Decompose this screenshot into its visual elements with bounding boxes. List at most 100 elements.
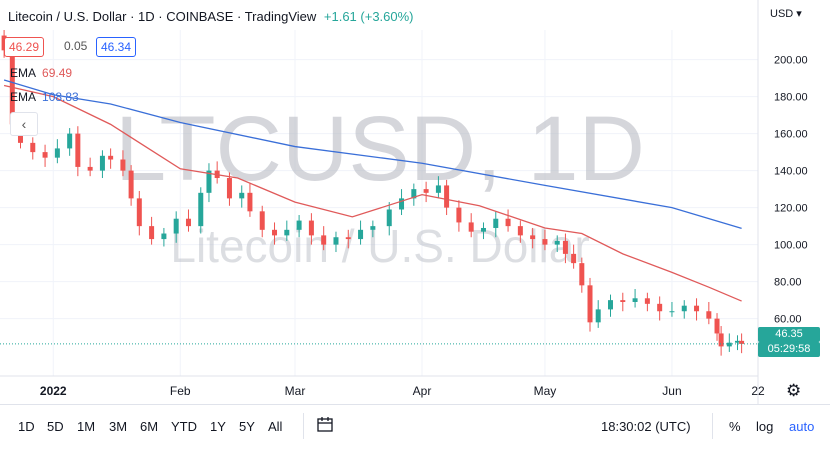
candle-body [587, 285, 593, 323]
candle-body [632, 298, 638, 302]
candle-body [54, 148, 60, 158]
candle-body [239, 192, 245, 199]
candle-body [657, 303, 663, 312]
candle-body [108, 155, 114, 160]
candle-body [284, 229, 290, 236]
x-tick-label: Apr [413, 384, 432, 398]
candle-body [321, 235, 327, 245]
timeframe-all-button[interactable]: All [268, 419, 283, 434]
candle-body [206, 170, 212, 193]
candle-body [128, 170, 134, 199]
candle-body [333, 237, 339, 245]
ask-price-box[interactable]: 46.34 [96, 37, 137, 57]
y-tick-label: 200.00 [774, 55, 808, 67]
last-price-label: 46.35 [758, 327, 820, 342]
candle-body [67, 133, 73, 149]
y-tick-label: 160.00 [774, 129, 808, 141]
clock-time-display[interactable]: 18:30:02 (UTC) [601, 419, 691, 434]
candle-body [308, 220, 314, 236]
x-tick-label: Mar [285, 384, 306, 398]
candle-body [247, 192, 253, 212]
candle-body [694, 305, 700, 312]
candle-body [185, 218, 191, 227]
candle-body [620, 300, 626, 302]
y-tick-label: 140.00 [774, 166, 808, 178]
ema-legend-short[interactable]: EMA 69.49 [10, 66, 72, 80]
candle-body [198, 192, 204, 227]
candle-body [562, 240, 568, 254]
y-tick-label: 60.00 [774, 314, 802, 326]
ema-legend-long[interactable]: EMA 108.83 [10, 90, 79, 104]
ema-short-value: 69.49 [42, 66, 73, 80]
timeframe-1y-button[interactable]: 1Y [210, 419, 226, 434]
timeframe-5y-button[interactable]: 5Y [239, 419, 255, 434]
watermark-symbol: LTCUSD, 1D [115, 98, 645, 200]
price-change: +1.61 (+3.60%) [323, 9, 414, 24]
ema-long-label: EMA [10, 90, 37, 104]
ema-long-value: 108.83 [42, 90, 79, 104]
candle-body [456, 207, 462, 223]
timeframe-3m-button[interactable]: 3M [109, 419, 128, 434]
candle-body [226, 178, 232, 199]
collapse-legend-button[interactable]: ‹ [10, 112, 38, 136]
candle-body [423, 189, 429, 193]
candle-body [468, 222, 474, 232]
ema-short-line [3, 84, 742, 302]
candle-body [714, 318, 720, 334]
candle-body [554, 240, 560, 245]
candle-body [681, 305, 687, 312]
candle-body [149, 226, 155, 240]
candle-body [399, 198, 405, 210]
toolbar-divider [303, 413, 304, 439]
settings-gear-icon[interactable]: ⚙ [786, 381, 802, 400]
currency-menu[interactable]: USD ▾ [770, 7, 802, 20]
candle-body [30, 142, 36, 153]
ema-long-line [3, 79, 742, 229]
candle-body [87, 166, 93, 171]
candle-body [272, 229, 278, 236]
y-tick-label: 180.00 [774, 92, 808, 104]
timeframe-ytd-button[interactable]: YTD [171, 419, 197, 434]
candle-body [579, 263, 585, 286]
candle-body [120, 159, 126, 171]
x-tick-label: May [534, 384, 557, 398]
chevron-down-icon: ▾ [796, 8, 802, 20]
y-tick-label: 80.00 [774, 277, 802, 289]
candle-body [444, 185, 450, 208]
candle-body [345, 237, 351, 240]
bid-price-box[interactable]: 46.29 [4, 37, 45, 57]
spread-value: 0.05 [64, 39, 88, 53]
candle-body [296, 220, 302, 230]
candle-body [571, 253, 577, 264]
candle-body [735, 340, 741, 343]
symbol-title: Litecoin / U.S. Dollar · 1D · COINBASE ·… [8, 9, 317, 24]
y-tick-label: 100.00 [774, 240, 808, 252]
x-tick-label: Feb [170, 384, 191, 398]
auto-scale-button[interactable]: auto [789, 419, 815, 434]
timeframe-5d-button[interactable]: 5D [47, 419, 64, 434]
candle-body [726, 342, 732, 347]
candle-body [42, 152, 48, 158]
toolbar-divider-right [712, 413, 713, 439]
candle-body [493, 218, 499, 228]
candle-body [718, 333, 724, 347]
watermark-name: Litecoin / U.S. Dollar [170, 220, 589, 272]
candle-body [136, 198, 142, 227]
date-range-calendar-icon[interactable] [316, 416, 334, 439]
timeframe-1d-button[interactable]: 1D [18, 419, 35, 434]
candle-body [542, 239, 548, 245]
timeframe-6m-button[interactable]: 6M [140, 419, 159, 434]
x-tick-label: 2022 [40, 384, 67, 398]
log-scale-button[interactable]: log [756, 419, 774, 434]
candle-body [517, 226, 523, 236]
y-tick-label: 120.00 [774, 203, 808, 215]
timeframe-1m-button[interactable]: 1M [77, 419, 96, 434]
candle-body [173, 218, 179, 234]
symbol-header: Litecoin / U.S. Dollar · 1D · COINBASE ·… [8, 9, 414, 24]
candle-body [370, 226, 376, 230]
bottom-toolbar: 1D 5D 1M 3M 6M YTD 1Y 5Y All 18:30:02 (U… [0, 404, 830, 447]
percent-scale-button[interactable]: % [729, 419, 741, 434]
candle-body [480, 227, 486, 232]
